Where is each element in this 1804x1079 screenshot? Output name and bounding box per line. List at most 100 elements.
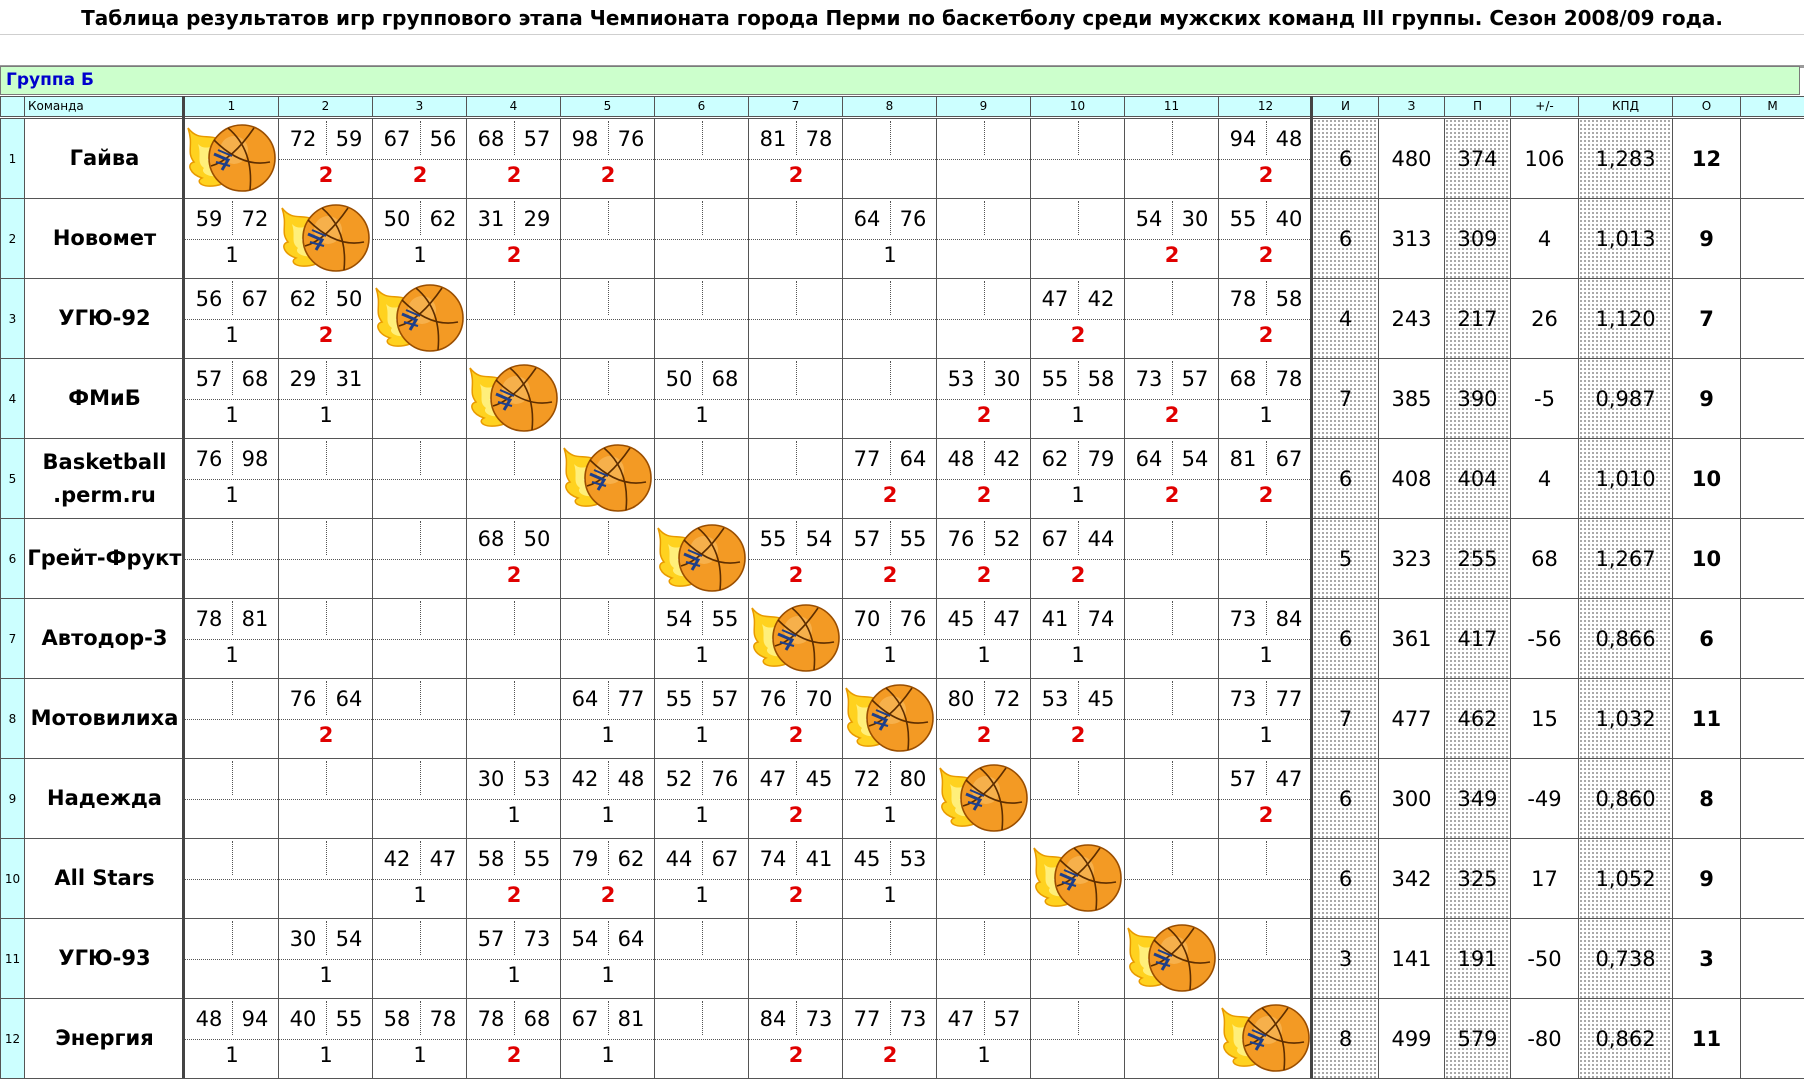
cell-divider-vertical — [231, 841, 233, 875]
score-own: 42 — [571, 767, 599, 791]
game-points: 1 — [601, 963, 615, 987]
cell-divider-vertical — [1077, 601, 1079, 635]
score-opponent: 57 — [523, 127, 551, 151]
game-cell: 57 55 2 — [842, 518, 937, 599]
game-cell — [748, 278, 843, 359]
game-cell: 62 79 1 — [1030, 438, 1125, 519]
place — [1740, 838, 1804, 919]
score-opponent: 76 — [711, 767, 739, 791]
score-own: 31 — [477, 207, 505, 231]
game-cell — [466, 678, 561, 759]
score-own: 76 — [195, 447, 223, 471]
score-opponent: 53 — [899, 847, 927, 871]
score-own: 47 — [947, 1007, 975, 1031]
cell-divider-horizontal — [1125, 878, 1218, 880]
cell-divider-vertical — [1265, 601, 1267, 635]
cell-divider-vertical — [983, 841, 985, 875]
cell-divider-vertical — [231, 1001, 233, 1035]
points-difference: 17 — [1510, 838, 1579, 919]
score-opponent: 68 — [523, 1007, 551, 1031]
game-cell — [654, 998, 749, 1079]
table-header-row: Команда 1 2 3 4 5 6 7 8 9 10 11 12 И З П +/- КПД О М — [0, 96, 1804, 117]
game-points: 1 — [1259, 723, 1273, 747]
game-cell — [278, 438, 373, 519]
cell-divider-horizontal — [749, 798, 842, 800]
game-points: 1 — [1071, 483, 1085, 507]
cell-divider-horizontal — [1031, 398, 1124, 400]
game-cell: 76 52 2 — [936, 518, 1031, 599]
cell-divider-vertical — [419, 681, 421, 715]
cell-divider-vertical — [701, 121, 703, 155]
place — [1740, 518, 1804, 599]
game-points: 2 — [1164, 483, 1180, 507]
game-points: 2 — [1258, 163, 1274, 187]
game-cell: 68 50 2 — [466, 518, 561, 599]
cell-divider-vertical — [513, 681, 515, 715]
score-opponent: 67 — [711, 847, 739, 871]
cell-divider-horizontal — [279, 318, 372, 320]
game-cell: 81 78 2 — [748, 118, 843, 199]
cell-divider-vertical — [513, 841, 515, 875]
flaming-basketball-icon — [936, 760, 1032, 834]
cell-divider-vertical — [795, 521, 797, 555]
cell-divider-vertical — [1171, 601, 1173, 635]
score-own: 50 — [383, 207, 411, 231]
score-opponent: 81 — [617, 1007, 645, 1031]
score-own: 40 — [289, 1007, 317, 1031]
points-difference: 15 — [1510, 678, 1579, 759]
cell-divider-horizontal — [561, 878, 654, 880]
game-points: 1 — [977, 643, 991, 667]
score-opponent: 55 — [523, 847, 551, 871]
game-cell: 54 55 1 — [654, 598, 749, 679]
game-cell — [936, 838, 1031, 919]
total-points: 10 — [1672, 438, 1741, 519]
cell-divider-vertical — [983, 441, 985, 475]
score-own: 53 — [1041, 687, 1069, 711]
row-number: 3 — [0, 278, 25, 359]
score-opponent: 53 — [523, 767, 551, 791]
cell-divider-vertical — [889, 1001, 891, 1035]
score-opponent: 76 — [899, 607, 927, 631]
score-own: 55 — [1041, 367, 1069, 391]
row-number: 1 — [0, 118, 25, 199]
game-points: 2 — [788, 803, 804, 827]
game-cell: 29 31 1 — [278, 358, 373, 439]
cell-divider-vertical — [1265, 841, 1267, 875]
score-opponent: 80 — [899, 767, 927, 791]
row-number: 10 — [0, 838, 25, 919]
cell-divider-vertical — [1077, 1001, 1079, 1035]
cell-divider-vertical — [983, 921, 985, 955]
game-cell: 78 58 2 — [1218, 278, 1313, 359]
team-name: Новомет — [24, 198, 185, 279]
cell-divider-vertical — [325, 121, 327, 155]
cell-divider-vertical — [325, 921, 327, 955]
cell-divider-vertical — [795, 121, 797, 155]
points-scored: 480 — [1378, 118, 1445, 199]
game-points: 1 — [601, 803, 615, 827]
games-played: 3 — [1312, 918, 1379, 999]
score-own: 76 — [759, 687, 787, 711]
cell-divider-horizontal — [279, 1038, 372, 1040]
cell-divider-vertical — [513, 601, 515, 635]
game-points: 1 — [319, 963, 333, 987]
score-opponent: 78 — [429, 1007, 457, 1031]
row-number: 7 — [0, 598, 25, 679]
score-opponent: 76 — [617, 127, 645, 151]
score-opponent: 62 — [617, 847, 645, 871]
points-scored: 477 — [1378, 678, 1445, 759]
score-opponent: 59 — [335, 127, 363, 151]
game-cell — [654, 438, 749, 519]
cell-divider-vertical — [231, 761, 233, 795]
cell-divider-horizontal — [749, 718, 842, 720]
row-number: 9 — [0, 758, 25, 839]
cell-divider-vertical — [607, 601, 609, 635]
score-own: 81 — [1229, 447, 1257, 471]
game-cell: 41 74 1 — [1030, 598, 1125, 679]
cell-divider-vertical — [983, 601, 985, 635]
cell-divider-vertical — [889, 441, 891, 475]
score-opponent: 48 — [617, 767, 645, 791]
game-cell — [1030, 118, 1125, 199]
cell-divider-vertical — [607, 761, 609, 795]
game-cell — [842, 918, 937, 999]
cell-divider-vertical — [231, 361, 233, 395]
